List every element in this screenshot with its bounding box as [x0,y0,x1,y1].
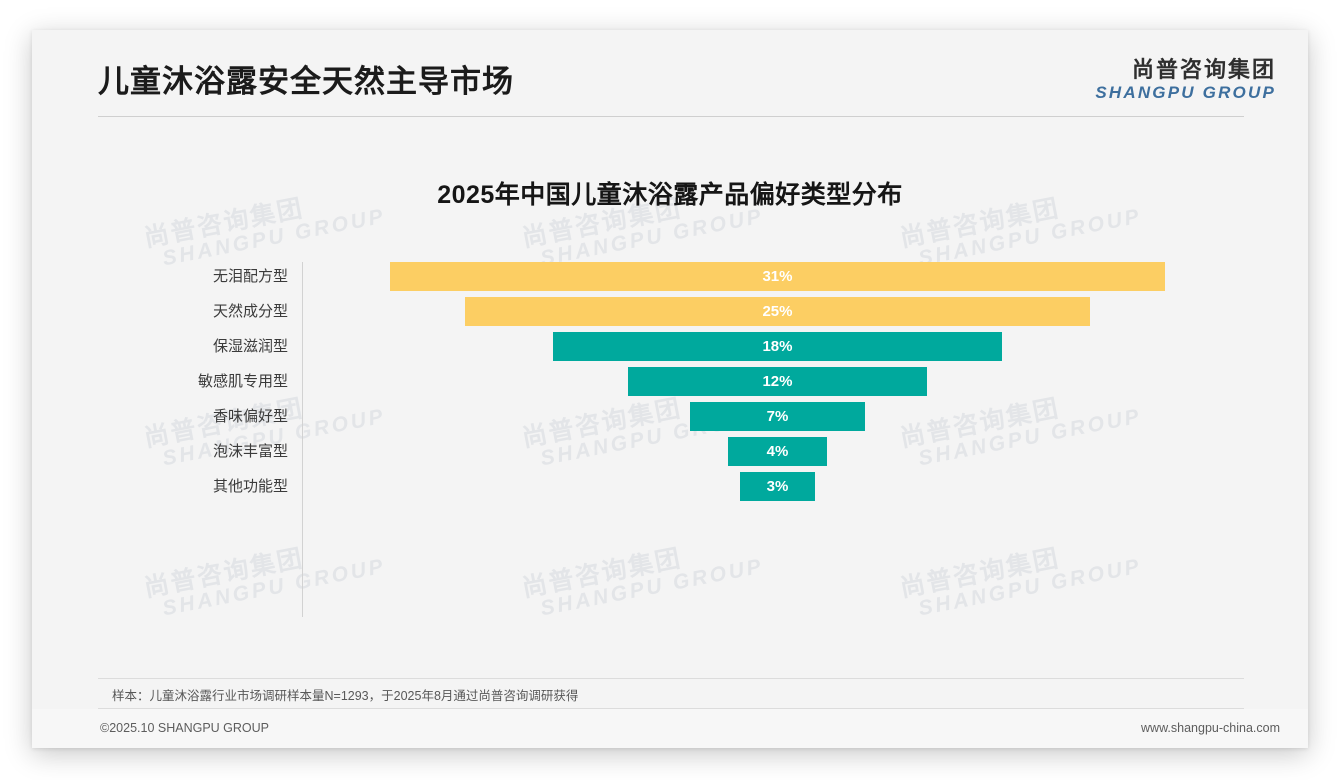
brand-logo-cn: 尚普咨询集团 [1131,57,1276,82]
chart-area: 2025年中国儿童沐浴露产品偏好类型分布 无泪配方型 31% 天然成分型 25% 保湿滋… [32,122,1308,650]
bar-category-label: 泡沫丰富型 [212,443,288,460]
bar-value-label: 25% [762,303,793,320]
footer-copyright: ©2025.10 SHANGPU GROUP [100,721,269,735]
bar-row: 无泪配方型 31% [92,262,1252,291]
bar-track: 31% [303,262,1252,291]
chart-axis-line [302,262,303,617]
footer-divider [98,708,1244,709]
bar-category-label: 敏感肌专用型 [197,373,288,390]
bar-category-label: 其他功能型 [212,478,288,495]
bar-category-label: 香味偏好型 [212,408,288,425]
bar-value-label: 4% [766,443,789,460]
funnel-chart: 无泪配方型 31% 天然成分型 25% 保湿滋润型 18% 敏感肌专用型 12% 香味偏好型 7%… [92,262,1252,622]
bar-value-label: 3% [766,478,789,495]
brand-logo: 尚普咨询集团 SHANGPU GROUP [1095,57,1276,102]
bar[interactable]: 25% [465,297,1090,326]
bar-category-label: 无泪配方型 [212,268,288,285]
bar-value-label: 18% [762,338,793,355]
bar-row: 敏感肌专用型 12% [92,367,1252,396]
bar-track: 4% [303,437,1252,466]
bar-value-label: 31% [762,268,793,285]
slide: 尚普咨询集团 SHANGPU GROUP 尚普咨询集团 SHANGPU GROU… [32,30,1308,748]
bar-track: 25% [303,297,1252,326]
bar[interactable]: 3% [740,472,815,501]
header-divider [98,116,1244,117]
bar-value-label: 12% [762,373,793,390]
slide-footer: ©2025.10 SHANGPU GROUP www.shangpu-china… [32,709,1308,748]
bar[interactable]: 12% [627,367,928,396]
bar-value-label: 7% [766,408,789,425]
bar-row: 天然成分型 25% [92,297,1252,326]
footer-website-link[interactable]: www.shangpu-china.com [1141,721,1280,735]
bar[interactable]: 7% [690,402,865,431]
chart-title: 2025年中国儿童沐浴露产品偏好类型分布 [437,181,903,209]
slide-header: 儿童沐浴露安全天然主导市场 尚普咨询集团 SHANGPU GROUP [32,30,1308,122]
bar[interactable]: 4% [727,437,828,466]
bar-category-label: 天然成分型 [212,303,288,320]
brand-logo-en: SHANGPU GROUP [1095,82,1276,102]
bar-track: 12% [303,367,1252,396]
bar-track: 18% [303,332,1252,361]
page-title: 儿童沐浴露安全天然主导市场 [98,64,514,99]
footnote-divider [98,678,1244,679]
bar-track: 3% [303,472,1252,501]
bar-category-label: 保湿滋润型 [212,338,288,355]
bar[interactable]: 31% [390,262,1165,291]
bar-row: 香味偏好型 7% [92,402,1252,431]
bar-row: 保湿滋润型 18% [92,332,1252,361]
bar[interactable]: 18% [552,332,1003,361]
footnote: 样本：儿童沐浴露行业市场调研样本量N=1293，于2025年8月通过尚普咨询调研… [112,689,579,703]
bar-row: 其他功能型 3% [92,472,1252,501]
bar-row: 泡沫丰富型 4% [92,437,1252,466]
bar-track: 7% [303,402,1252,431]
